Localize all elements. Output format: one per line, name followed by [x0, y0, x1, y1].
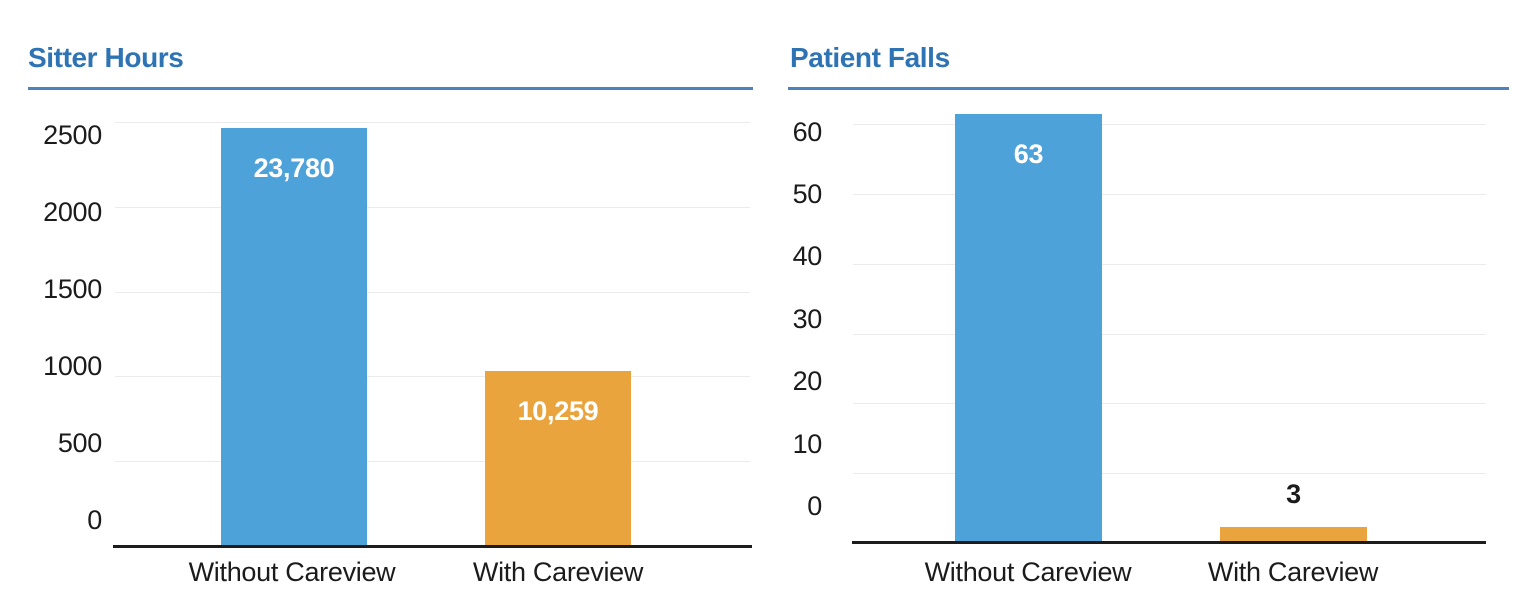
y-tick-label-2500: 2500: [43, 120, 102, 150]
gridline-y-60: [853, 124, 1486, 125]
y-tick-label-0: 0: [87, 505, 102, 535]
gridline-y-500: [115, 461, 750, 462]
y-tick-label-40: 40: [792, 241, 823, 271]
value-label-with-careview: 10,259: [517, 396, 599, 426]
x-axis-line: [852, 541, 1486, 544]
gridline-y-50: [853, 194, 1486, 195]
x-axis-line: [113, 545, 752, 548]
x-category-label-with-careview: With Careview: [1207, 557, 1379, 587]
y-tick-label-20: 20: [792, 366, 823, 396]
bar-with-careview: [485, 371, 631, 546]
gridline-y-10: [853, 473, 1486, 474]
gridline-y-1000: [115, 376, 750, 377]
gridline-y-20: [853, 403, 1486, 404]
gridline-y-2500: [115, 122, 750, 123]
y-tick-label-10: 10: [792, 429, 823, 459]
title-underline: [788, 87, 1509, 90]
y-tick-label-0: 0: [807, 491, 822, 521]
chart-title-sitter-hours: Sitter Hours: [28, 42, 184, 73]
y-tick-label-2000: 2000: [43, 197, 102, 227]
x-category-label-with-careview: With Careview: [472, 557, 644, 587]
bar-without-careview: [955, 114, 1102, 543]
gridline-y-2000: [115, 207, 750, 208]
chart-title-patient-falls: Patient Falls: [790, 42, 950, 73]
y-tick-label-50: 50: [792, 179, 823, 209]
x-category-label-without-careview: Without Careview: [188, 557, 396, 587]
bar-with-careview: [1220, 527, 1367, 543]
gridline-y-40: [853, 264, 1486, 265]
y-tick-label-500: 500: [57, 428, 102, 458]
bar-without-careview: [221, 128, 367, 546]
value-label-without-careview: 23,780: [253, 153, 335, 183]
y-tick-label-60: 60: [792, 117, 823, 147]
value-label-with-careview: 3: [1286, 479, 1301, 509]
y-tick-label-1000: 1000: [43, 351, 102, 381]
y-tick-label-1500: 1500: [43, 274, 102, 304]
value-label-without-careview: 63: [1013, 139, 1044, 169]
title-underline: [28, 87, 753, 90]
gridline-y-30: [853, 334, 1486, 335]
y-tick-label-30: 30: [792, 304, 823, 334]
gridline-y-1500: [115, 292, 750, 293]
x-category-label-without-careview: Without Careview: [924, 557, 1132, 587]
